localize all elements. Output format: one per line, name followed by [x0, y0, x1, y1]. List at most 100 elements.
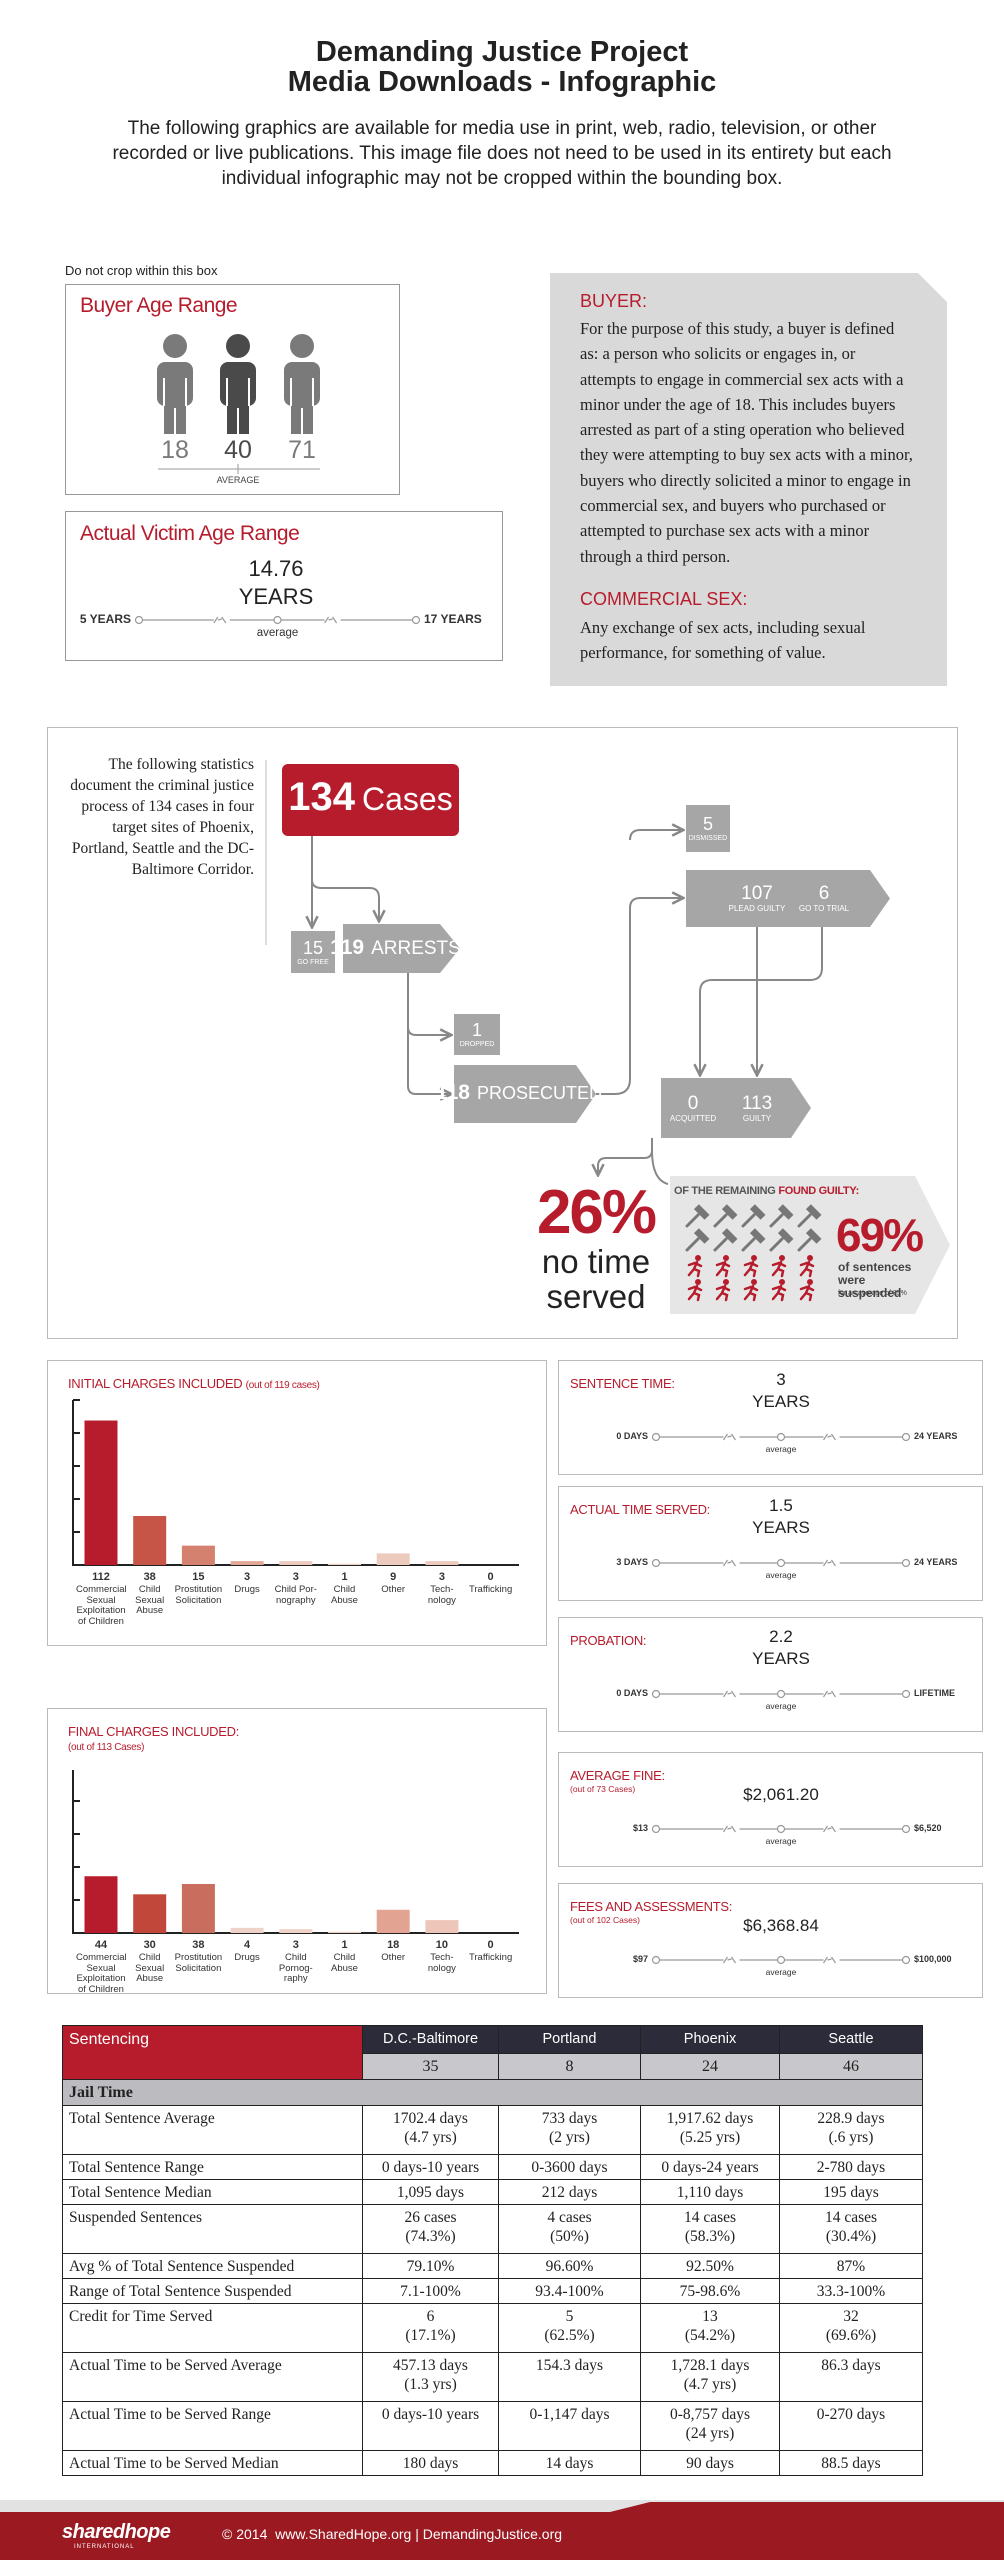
table-cell: 0-270 days — [779, 2401, 923, 2451]
runner-head — [695, 1255, 701, 1261]
timeline-break — [823, 1559, 836, 1567]
table-cell: 87% — [779, 2253, 923, 2279]
timeline-dot — [651, 1955, 661, 1965]
remaining-prefix: OF THE REMAINING — [674, 1185, 776, 1197]
timeline-break — [723, 1956, 736, 1964]
table-cell: 0-8,757 days (24 yrs) — [640, 2401, 780, 2451]
bar-value: 15 — [192, 1571, 205, 1583]
timeline-value: 1.5 — [769, 1496, 793, 1515]
table-cell: 6 (17.1%) — [362, 2303, 499, 2353]
panel-border — [65, 511, 503, 661]
flow-box — [686, 805, 730, 852]
table-cell: Total Sentence Median — [62, 2179, 363, 2205]
flow-box — [454, 1014, 500, 1055]
timeline-dot — [776, 1824, 786, 1834]
timeline-unit: YEARS — [752, 1392, 810, 1411]
runner-body — [715, 1260, 731, 1278]
runner-head — [695, 1279, 701, 1285]
runner-body — [799, 1260, 815, 1278]
table-cell: 32 (69.6%) — [779, 2303, 923, 2353]
table-cell: 1,728.1 days (4.7 yrs) — [640, 2352, 780, 2402]
table-cell: Avg % of Total Sentence Suspended — [62, 2253, 363, 2279]
gavel-head — [693, 1228, 710, 1244]
panel-border — [558, 1617, 983, 1732]
chart-title-text: FINAL CHARGES INCLUDED: — [68, 1724, 240, 1739]
gavel-head — [777, 1228, 794, 1244]
table-cell: D.C.-Baltimore — [362, 2025, 499, 2054]
flow-value: 0 — [687, 1092, 699, 1114]
bar-category: Drugs — [234, 1584, 260, 1595]
timeline-dot — [134, 615, 144, 625]
table-cell: 1,095 days — [362, 2179, 499, 2205]
timeline-dot — [776, 1689, 786, 1699]
table-cell: 1702.4 days (4.7 yrs) — [362, 2105, 499, 2155]
timeline-max: 24 YEARS — [914, 1556, 958, 1567]
runner-head — [779, 1279, 785, 1285]
flow-box — [291, 931, 335, 973]
table-cell: 92.50% — [640, 2253, 780, 2279]
bar-value: 1 — [341, 1939, 348, 1951]
flow-value: 118 — [436, 1081, 470, 1105]
gavel-handle — [797, 1237, 812, 1252]
bar — [84, 1420, 118, 1565]
timeline-break — [823, 1690, 836, 1698]
flow-node: 1 DROPPED — [454, 1014, 500, 1055]
bar — [328, 1931, 361, 1933]
chart-subtitle: (out of 119 cases) — [245, 1380, 320, 1391]
bar-value: 0 — [487, 1571, 494, 1583]
flow-node: 5 DISMISSED — [686, 805, 730, 852]
bar-value: 18 — [387, 1939, 400, 1951]
table-cell: 0-1,147 days — [498, 2401, 641, 2451]
panel-border — [47, 1708, 547, 1994]
table-row: Total Sentence Range 0 days-10 years 0-360… — [62, 2154, 923, 2180]
timeline-max: LIFETIME — [914, 1687, 955, 1698]
table-cell: Phoenix — [640, 2025, 780, 2054]
table-cell: 96.60% — [498, 2253, 641, 2279]
bar — [133, 1515, 167, 1565]
table-cell: 1,110 days — [640, 2179, 780, 2205]
gavel-handle — [797, 1213, 812, 1228]
table-cell: 154.3 days — [498, 2352, 641, 2402]
flow-arrow — [454, 1065, 596, 1123]
bar-category: Prostitution Solicitation — [174, 1584, 223, 1606]
percent-label: of sentences were suspended — [838, 1260, 912, 1300]
table-cell: 2-780 days — [779, 2154, 923, 2180]
bar — [133, 1894, 167, 1933]
timeline-caption: average — [256, 627, 299, 639]
bar-category: Trafficking — [468, 1584, 513, 1595]
table-row: Avg % of Total Sentence Suspended 79.10% 9… — [62, 2253, 923, 2279]
table-row: Actual Time to be Served Median 180 days 1… — [62, 2450, 923, 2476]
gavel-handle — [741, 1237, 756, 1252]
bar — [181, 1883, 215, 1933]
table-row: Credit for Time Served 6 (17.1%) 5 (62.5%)… — [62, 2303, 923, 2353]
table-cell: Range of Total Sentence Suspended — [62, 2278, 363, 2304]
title: Media Downloads - Infographic — [287, 66, 717, 98]
runner-body — [715, 1284, 731, 1302]
flow-node: 0 ACQUITTED — [663, 1078, 723, 1138]
remaining-highlight: FOUND GUILTY: — [778, 1185, 859, 1197]
table-cell: 0 days-10 years — [362, 2154, 499, 2180]
table-cell: 75-98.6% — [640, 2278, 780, 2304]
gavel-head — [749, 1204, 766, 1220]
age-value: 18 — [161, 436, 189, 464]
timeline-unit: YEARS — [752, 1649, 810, 1668]
table-cell: Seattle — [779, 2025, 923, 2054]
bar-category: Other — [381, 1584, 406, 1595]
runner-head — [751, 1279, 757, 1285]
bar-category: Child Abuse — [331, 1952, 358, 1974]
table-cell: 4 cases (50%) — [498, 2204, 641, 2254]
timeline-title: AVERAGE FINE: — [570, 1768, 665, 1783]
timeline-break — [723, 1559, 736, 1567]
bar-value: 3 — [438, 1571, 445, 1583]
bar-category: Child Por-nography — [274, 1584, 317, 1606]
percent-note: for an average of 85% — [838, 1290, 907, 1297]
timeline-dot — [651, 1824, 661, 1834]
timeline-dot — [901, 1432, 911, 1442]
table-cell: Portland — [498, 2025, 641, 2054]
runner-body — [743, 1284, 759, 1302]
panel-border — [558, 1883, 983, 1998]
table-cell: 88.5 days — [779, 2450, 923, 2476]
flow-value: 134 — [288, 775, 356, 819]
flow-node: 15 GO FREE — [291, 931, 335, 973]
